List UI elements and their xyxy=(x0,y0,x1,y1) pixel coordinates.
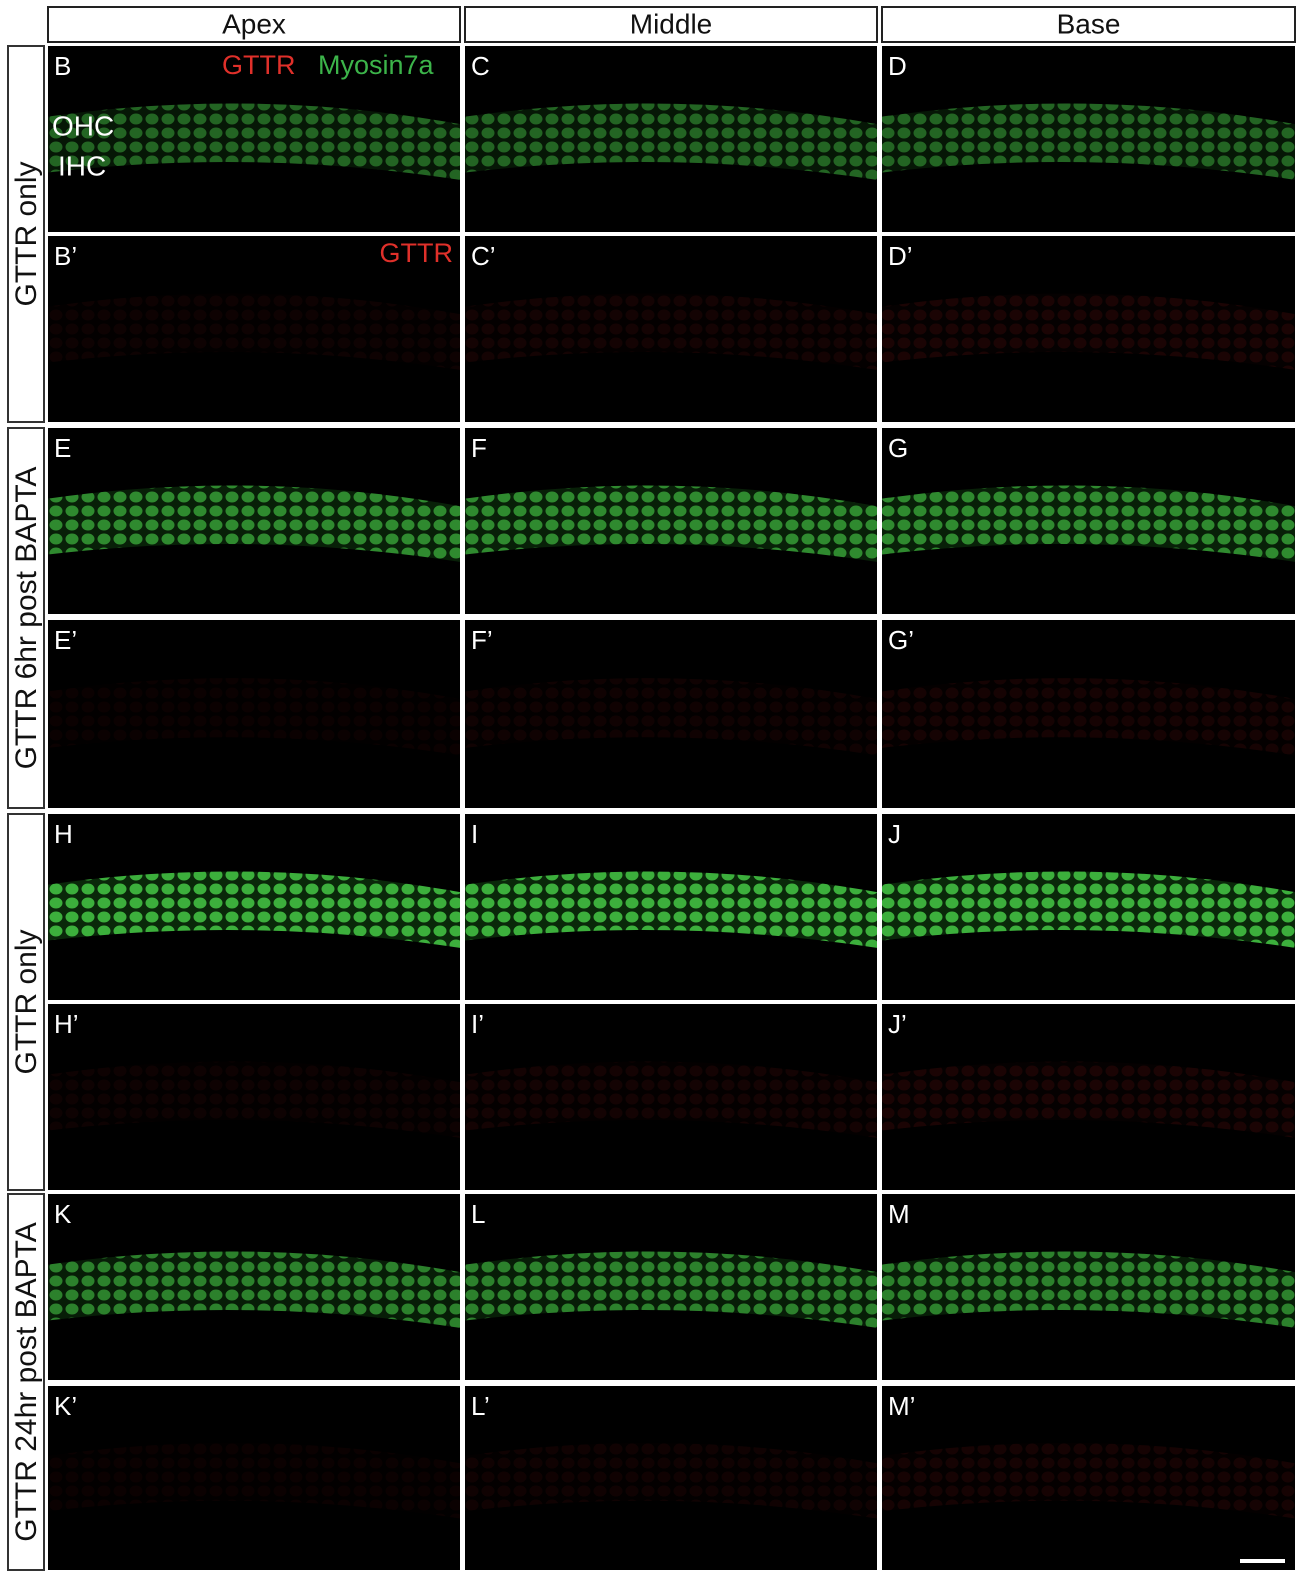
panel-letter: F xyxy=(471,433,487,463)
cell-band xyxy=(465,1442,877,1519)
panel-letter: C xyxy=(471,51,490,81)
panel-letter: G xyxy=(888,433,908,463)
cell-band xyxy=(48,103,460,180)
cell-band xyxy=(465,1061,877,1138)
cell-band xyxy=(465,293,877,370)
cell-band xyxy=(465,1251,877,1328)
cell-band xyxy=(882,293,1295,370)
cell-band xyxy=(48,293,460,370)
panel-letter: D xyxy=(888,51,907,81)
cell-band xyxy=(48,1251,460,1328)
stain-label-red: GTTR xyxy=(380,238,454,268)
ihc-label: IHC xyxy=(58,150,106,181)
cell-band xyxy=(882,1251,1295,1328)
cell-band xyxy=(882,103,1295,180)
ohc-label: OHC xyxy=(52,110,114,141)
cell-band xyxy=(882,871,1295,948)
panel-letter: G’ xyxy=(888,625,914,655)
panel-letter: E xyxy=(54,433,71,463)
cell-band xyxy=(882,678,1295,756)
panel-letter: I xyxy=(471,819,478,849)
panel-grid: B C D B’ C’ D’ E F G E’ F’ G’ H I J H’ I’ J’ K L M K’ L’ M’ xyxy=(48,46,1295,1570)
panel-letter: L’ xyxy=(471,1391,490,1421)
column-header-box xyxy=(47,6,461,43)
row-label-box xyxy=(7,1193,45,1571)
panel-letter: I’ xyxy=(471,1009,484,1039)
panel-letter: K xyxy=(54,1199,72,1229)
panel-letter: F’ xyxy=(471,625,493,655)
stain-label-green: Myosin7a xyxy=(318,50,435,80)
cell-band xyxy=(465,103,877,180)
column-header-box xyxy=(881,6,1296,43)
cell-band xyxy=(465,485,877,562)
cell-band xyxy=(48,678,460,756)
column-header-box xyxy=(464,6,878,43)
panel-letter: H’ xyxy=(54,1009,79,1039)
cell-band xyxy=(48,871,460,948)
row-label-box xyxy=(7,813,45,1191)
labels: Apex Middle Base GTTR only GTTR 6hr post BAP… xyxy=(7,6,1296,1571)
cell-band xyxy=(48,485,460,562)
cell-band xyxy=(465,678,877,756)
cell-band xyxy=(882,1442,1295,1519)
panel-letter: M’ xyxy=(888,1391,915,1421)
cell-band xyxy=(882,1061,1295,1138)
column-header: Middle xyxy=(630,8,712,39)
panel-letter: H xyxy=(54,819,73,849)
row-label: GTTR 6hr post BAPTA xyxy=(10,467,43,770)
panel-letter: J xyxy=(888,819,901,849)
cell-band xyxy=(48,1061,460,1138)
row-label: GTTR only xyxy=(10,929,43,1074)
panel-letter: J’ xyxy=(888,1009,907,1039)
row-label-box xyxy=(7,45,45,423)
panel-letter: L xyxy=(471,1199,485,1229)
panel-letter: B xyxy=(54,51,71,81)
stain-label-red: GTTR xyxy=(222,50,296,80)
row-label-box xyxy=(7,427,45,809)
row-label: GTTR 24hr post BAPTA xyxy=(10,1222,43,1542)
cell-band xyxy=(465,871,877,948)
panel-letter: B’ xyxy=(54,241,77,271)
column-header: Apex xyxy=(222,8,286,39)
panel-letter: D’ xyxy=(888,241,913,271)
column-header: Base xyxy=(1057,8,1121,39)
cell-band xyxy=(882,485,1295,562)
cell-band xyxy=(48,1442,460,1519)
panel-letter: C’ xyxy=(471,241,496,271)
panel-letter: E’ xyxy=(54,625,77,655)
panel-letter: M xyxy=(888,1199,910,1229)
panel-letter: K’ xyxy=(54,1391,77,1421)
row-label: GTTR only xyxy=(10,161,43,306)
